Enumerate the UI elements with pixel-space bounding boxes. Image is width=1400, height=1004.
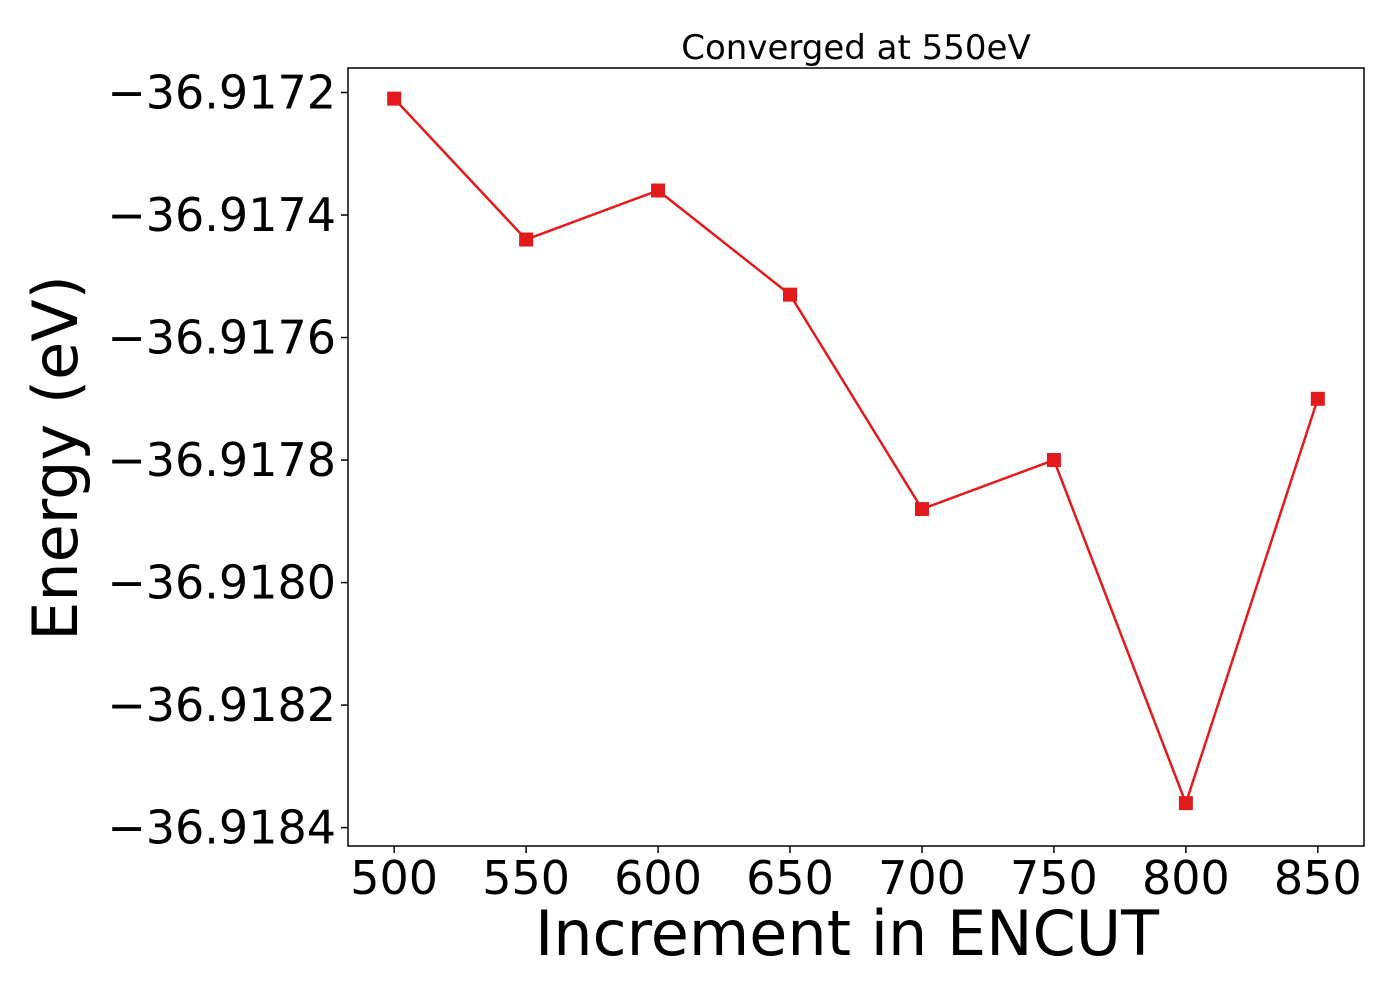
x-tick-label: 500: [350, 851, 438, 905]
y-tick-label: −36.9182: [107, 678, 336, 732]
x-tick-label: 600: [614, 851, 702, 905]
x-tick-label: 800: [1142, 851, 1230, 905]
x-tick-label: 700: [878, 851, 966, 905]
data-point-marker: [651, 183, 666, 198]
y-tick-label: −36.9184: [107, 801, 336, 855]
x-tick-label: 750: [1010, 851, 1098, 905]
series-line: [393, 97, 1320, 805]
data-point-marker: [1178, 796, 1193, 811]
x-tick-label: 850: [1274, 851, 1362, 905]
x-tick-label: 650: [746, 851, 834, 905]
y-tick-label: −36.9176: [107, 311, 336, 365]
data-point-marker: [914, 502, 929, 517]
y-axis: −36.9172 −36.9174 −36.9176 −36.9178 −36.9180…: [107, 66, 348, 855]
data-point-marker: [387, 91, 402, 106]
data-point-marker: [1046, 453, 1061, 468]
x-axis-title: Increment in ENCUT: [535, 897, 1160, 970]
y-axis-title: Energy (eV): [19, 275, 92, 641]
y-tick-label: −36.9178: [107, 433, 336, 487]
plot-area: [387, 91, 1325, 811]
plot-frame: [347, 67, 1365, 847]
data-point-marker: [783, 287, 798, 302]
data-point-marker: [1310, 391, 1325, 406]
data-point-marker: [519, 232, 534, 247]
y-tick-label: −36.9172: [107, 66, 336, 120]
y-tick-label: −36.9180: [107, 556, 336, 610]
x-tick-label: 550: [482, 851, 570, 905]
x-axis: 500 550 600 650 700 750 800 850: [350, 846, 1362, 905]
y-tick-label: −36.9174: [107, 188, 336, 242]
chart-title: Converged at 550eV: [681, 28, 1030, 68]
